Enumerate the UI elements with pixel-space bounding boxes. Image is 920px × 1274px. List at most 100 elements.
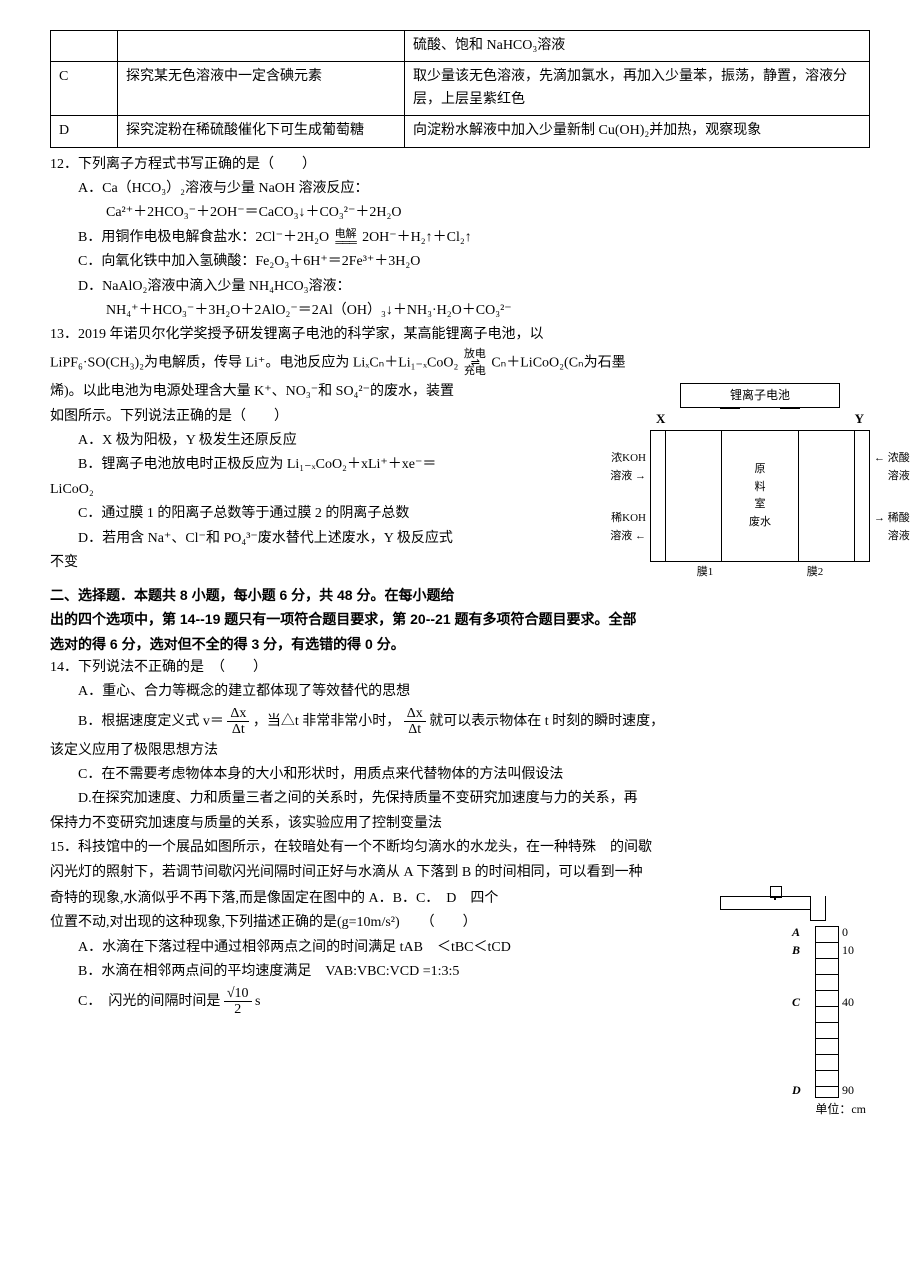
left-chamber: [666, 431, 722, 561]
double-line-icon: ═══: [335, 240, 357, 247]
frac-den: 2: [224, 1002, 252, 1017]
q14-d2: 保持力不变研究加速度与质量的关系，该实验应用了控制变量法: [50, 813, 870, 835]
q12-d-line1: D．NaAlO₂溶液中滴入少量 NH₄HCO₃溶液：: [50, 276, 870, 298]
q15-c-pre: C． 闪光的间隔时间是: [78, 994, 220, 1009]
q13-stem4: 如图所示。下列说法正确的是（ ）: [50, 406, 642, 428]
faucet-pipe-icon: [720, 896, 811, 910]
section2-line1: 二、选择题．本题共 8 小题，每小题 6 分，共 48 分。在每小题给: [50, 584, 870, 606]
faucet-spout-icon: [810, 896, 826, 921]
q12-d-line2: NH₄⁺＋HCO₃⁻＋3H₂O＋2AlO₂⁻＝2Al（OH）₃↓＋NH₃·H₂O…: [50, 300, 870, 322]
q14-b2: 该定义应用了极限思想方法: [50, 740, 870, 762]
q15-c-post: s: [255, 994, 260, 1009]
q12-c: C．向氧化铁中加入氢碘酸：Fe₂O₃＋6H⁺＝2Fe³⁺＋3H₂O: [50, 251, 870, 273]
experiment-table: 硫酸、饱和 NaHCO₃溶液 C 探究某无色溶液中一定含碘元素 取少量该无色溶液…: [50, 30, 870, 148]
q12-b-tail: 2OH⁻＋H₂↑＋Cl₂↑: [362, 230, 472, 245]
mem2-label: 膜2: [807, 564, 824, 582]
fraction-dx-dt-2: Δx Δt: [404, 706, 426, 738]
xy-labels: X Y: [650, 409, 870, 430]
q15-body-row: 奇特的现象,水滴似乎不再下落,而是像固定在图中的 A．B．C． D 四个 位置不…: [50, 886, 870, 1119]
cell-b: 探究淀粉在稀硫酸催化下可生成葡萄糖: [118, 116, 405, 147]
q15-stem2: 闪光灯的照射下，若调节间歇闪光间隔时间正好与水滴从 A 下落到 B 的时间相同，…: [50, 862, 870, 884]
arrow-bot: 充电: [464, 366, 486, 377]
battery-wrap: 浓KOH溶液 → 稀KOH溶液 ← ← 浓酸 溶液 → 稀酸 溶液 原 料 室 …: [650, 430, 870, 562]
frac-num: Δx: [404, 706, 426, 722]
center-l1: 原: [755, 461, 766, 479]
q14-a: A．重心、合力等概念的建立都体现了等效替代的思想: [50, 681, 870, 703]
q12-a-line2: Ca²⁺＋2HCO₃⁻＋2OH⁻＝CaCO₃↓＋CO₃²⁻＋2H₂O: [50, 202, 870, 224]
q13-stem2b: Cₙ＋LiCoO₂(Cₙ为石墨: [491, 355, 625, 370]
cell-b: [118, 31, 405, 62]
q13-d1: D．若用含 Na⁺、Cl⁻和 PO₄³⁻废水替代上述废水，Y 极反应式: [50, 528, 642, 550]
val-c: 40: [842, 993, 854, 1012]
q14-c: C．在不需要考虑物体本身的大小和形状时，用质点来代替物体的方法叫假设法: [50, 764, 870, 786]
q14-d1: D.在探究加速度、力和质量三者之间的关系时，先保持质量不变研究加速度与力的关系，…: [50, 788, 870, 810]
charge-discharge-arrow: 放电 ⇌ 充电: [464, 349, 486, 378]
faucet-diagram: A 0 B 10 C 40 D 90 单位：cm: [700, 886, 870, 1119]
table-row: D 探究淀粉在稀硫酸催化下可生成葡萄糖 向淀粉水解液中加入少量新制 Cu(OH)…: [51, 116, 870, 147]
frac-den: Δt: [404, 722, 426, 737]
mark-c: C: [792, 993, 800, 1012]
q13-c: C．通过膜 1 的阳离子总数等于通过膜 2 的阴离子总数: [50, 503, 642, 525]
q15-stem3: 奇特的现象,水滴似乎不再下落,而是像固定在图中的 A．B．C． D 四个: [50, 888, 692, 910]
section2-line3: 选对的得 6 分，选对但不全的得 3 分，有选错的得 0 分。: [50, 633, 870, 655]
battery-body: 原 料 室 废水: [650, 430, 870, 562]
battery-diagram: 锂离子电池 X Y 浓KOH溶液 → 稀KOH溶液 ← ← 浓酸 溶液 → 稀酸…: [650, 383, 870, 582]
left-top-label: 浓KOH溶液 →: [598, 450, 646, 485]
electrode-x: [651, 431, 666, 561]
q15-stem4: 位置不动,对出现的这种现象,下列描述正确的是(g=10m/s²) （ ）: [50, 912, 692, 934]
val-d: 90: [842, 1081, 854, 1100]
q12-b: B．用铜作电极电解食盐水：2Cl⁻＋2H₂O 电解 ═══ 2OH⁻＋H₂↑＋C…: [50, 227, 870, 249]
q13-b2: LiCoO₂: [50, 479, 642, 501]
q13-stem2a: LiPF₆·SO(CH₃)₂为电解质，传导 Li⁺。电池反应为 LiₓCₙ＋Li…: [50, 355, 458, 370]
q13-stem2: LiPF₆·SO(CH₃)₂为电解质，传导 Li⁺。电池反应为 LiₓCₙ＋Li…: [50, 349, 870, 378]
ruler-unit: 单位：cm: [700, 1100, 870, 1119]
frac-num: Δx: [227, 706, 249, 722]
electrode-y: [855, 431, 869, 561]
center-l4: 废水: [749, 514, 771, 532]
val-a: 0: [842, 923, 848, 942]
q14-b: B．根据速度定义式 v＝ Δx Δt ，当△t 非常非常小时， Δx Δt 就可…: [50, 706, 870, 738]
battery-title: 锂离子电池: [680, 383, 840, 408]
y-label: Y: [855, 409, 864, 430]
q12-b-pre: B．用铜作电极电解食盐水：2Cl⁻＋2H₂O: [78, 230, 329, 245]
q15-text-col: 奇特的现象,水滴似乎不再下落,而是像固定在图中的 A．B．C． D 四个 位置不…: [50, 886, 692, 1119]
q15-b: B．水滴在相邻两点间的平均速度满足 VAB:VBC:VCD =1:3:5: [50, 961, 692, 983]
faucet-stem-icon: [774, 896, 776, 900]
cell-c: 硫酸、饱和 NaHCO₃溶液: [405, 31, 870, 62]
mark-b: B: [792, 941, 800, 960]
q14-b-mid: ，当△t 非常非常小时，: [253, 714, 400, 729]
q13-stem1: 13．2019 年诺贝尔化学奖授予研发锂离子电池的科学家，某高能锂离子电池，以: [50, 324, 870, 346]
frac-den: Δt: [227, 722, 249, 737]
fraction-sqrt10-2: √10 2: [224, 986, 252, 1018]
q13-a: A．X 极为阳极，Y 极发生还原反应: [50, 430, 642, 452]
q14-b-post: 就可以表示物体在 t 时刻的瞬时速度，: [429, 714, 664, 729]
ruler: A 0 B 10 C 40 D 90: [815, 926, 839, 1098]
right-chamber: [799, 431, 855, 561]
q15-a: A．水滴在下落过程中通过相邻两点之间的时间满足 tAB ＜tBC＜tCD: [50, 937, 692, 959]
cell-c: 取少量该无色溶液，先滴加氯水，再加入少量苯，振荡，静置，溶液分层，上层呈紫红色: [405, 62, 870, 116]
q12-stem: 12．下列离子方程式书写正确的是（ ）: [50, 154, 870, 176]
right-bot-label: → 稀酸 溶液: [874, 510, 920, 545]
q13-text-col: 烯)。以此电池为电源处理含大量 K⁺、NO₃⁻和 SO₄²⁻的废水，装置 如图所…: [50, 379, 642, 582]
table-row: C 探究某无色溶液中一定含碘元素 取少量该无色溶液，先滴加氯水，再加入少量苯，振…: [51, 62, 870, 116]
frac-num: √10: [224, 986, 252, 1002]
x-label: X: [656, 409, 665, 430]
val-b: 10: [842, 941, 854, 960]
cell-a: [51, 31, 118, 62]
q15-stem1: 15．科技馆中的一个展品如图所示，在较暗处有一个不断均匀滴水的水龙头，在一种特殊…: [50, 837, 870, 859]
faucet-valve-icon: [770, 886, 782, 898]
q15-c: C． 闪光的间隔时间是 √10 2 s: [50, 986, 692, 1018]
q14-stem: 14．下列说法不正确的是 （ ）: [50, 657, 870, 679]
center-chamber: 原 料 室 废水: [722, 431, 800, 561]
q14-b-pre: B．根据速度定义式 v＝: [78, 714, 224, 729]
cell-a: C: [51, 62, 118, 116]
cell-c: 向淀粉水解液中加入少量新制 Cu(OH)₂并加热，观察现象: [405, 116, 870, 147]
center-l2: 料: [755, 479, 766, 497]
electrolysis-arrow: 电解 ═══: [335, 229, 357, 247]
left-bot-label: 稀KOH溶液 ←: [598, 510, 646, 545]
section2-line2: 出的四个选项中，第 14--19 题只有一项符合题目要求，第 20--21 题有…: [50, 608, 870, 630]
cell-a: D: [51, 116, 118, 147]
mark-d: D: [792, 1081, 801, 1100]
membrane-labels: 膜1 膜2: [650, 564, 870, 582]
center-l3: 室: [755, 496, 766, 514]
